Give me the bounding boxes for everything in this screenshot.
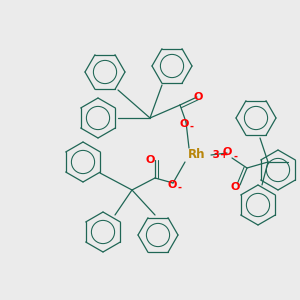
Text: -: - — [178, 183, 182, 193]
Text: O: O — [193, 92, 203, 102]
Text: -: - — [190, 122, 194, 132]
Text: 3+: 3+ — [209, 150, 229, 160]
Text: O: O — [222, 147, 232, 157]
Text: O: O — [179, 119, 189, 129]
Text: O: O — [230, 182, 240, 192]
Text: -: - — [233, 152, 237, 162]
Text: O: O — [145, 155, 155, 165]
Text: Rh: Rh — [188, 148, 206, 161]
Text: O: O — [167, 180, 177, 190]
